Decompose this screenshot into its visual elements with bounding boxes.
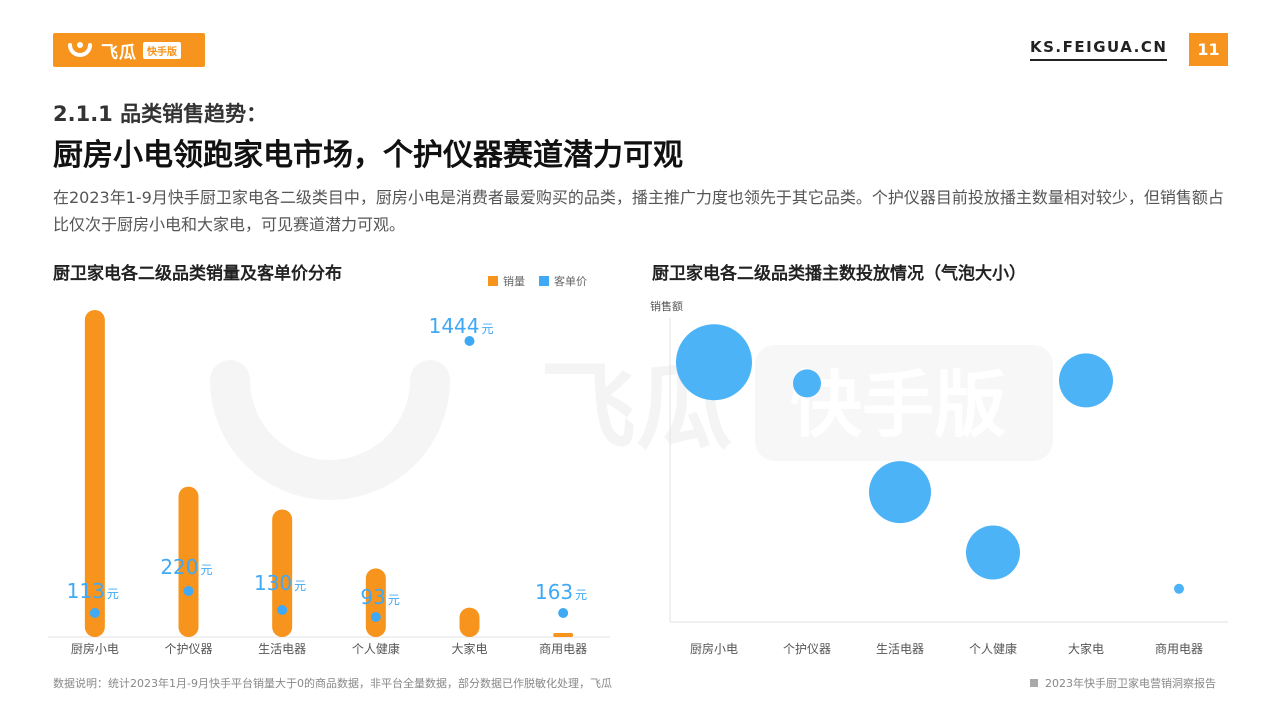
site-url[interactable]: KS.FEIGUA.CN <box>1030 38 1168 61</box>
bubble-2 <box>869 461 931 524</box>
page-number: 11 <box>1189 33 1228 66</box>
bar-chart-legend: 销量 客单价 <box>488 273 601 289</box>
bar-x-tick-3: 个人健康 <box>352 641 400 656</box>
bubble-x-tick-0: 厨房小电 <box>690 641 738 656</box>
bubble-y-axis-label: 销售额 <box>650 299 683 313</box>
bar-volume-3 <box>365 568 386 637</box>
bubble-x-tick-3: 个人健康 <box>969 641 1017 656</box>
bar-volume-4 <box>459 607 480 637</box>
bubble-3 <box>966 525 1020 580</box>
price-label-1: 220 <box>160 555 198 579</box>
description: 在2023年1-9月快手厨卫家电各二级类目中，厨房小电是消费者最爱购买的品类，播… <box>53 188 1224 234</box>
bubble-x-tick-1: 个护仪器 <box>783 642 831 656</box>
price-label-4: 1444 <box>429 314 480 338</box>
report-name: 2023年快手厨卫家电营销洞察报告 <box>1030 675 1216 691</box>
price-dot-2 <box>277 605 288 615</box>
price-label-0: 113 <box>67 579 105 603</box>
price-dot-5 <box>558 608 569 618</box>
bar-volume-1 <box>178 486 199 637</box>
price-dot-3 <box>370 612 381 622</box>
legend-item-volume: 销量 <box>488 273 525 289</box>
price-unit-1: 元 <box>201 563 213 577</box>
bar-x-tick-1: 个护仪器 <box>164 642 212 656</box>
page-title: 厨房小电领跑家电市场，个护仪器赛道潜力可观 <box>53 138 683 173</box>
bar-chart-title: 厨卫家电各二级品类销量及客单价分布 <box>53 264 342 284</box>
bar-x-tick-2: 生活电器 <box>258 642 306 656</box>
brand-logo[interactable]: 飞瓜 快手版 <box>53 33 205 67</box>
bubble-0 <box>676 324 752 401</box>
price-label-2: 130 <box>254 571 292 595</box>
price-unit-2: 元 <box>294 579 306 593</box>
bubble-1 <box>793 369 821 398</box>
footnote: 数据说明：统计2023年1月-9月快手平台销量大于0的商品数据，非平台全量数据，… <box>53 677 612 690</box>
bar-x-tick-0: 厨房小电 <box>71 641 119 656</box>
bubble-x-tick-2: 生活电器 <box>876 642 924 656</box>
legend-swatch-volume <box>488 276 498 286</box>
price-label-3: 93 <box>360 585 385 609</box>
bubble-chart-title: 厨卫家电各二级品类播主数投放情况（气泡大小） <box>652 264 1026 284</box>
legend-item-price: 客单价 <box>539 273 587 289</box>
price-dot-0 <box>89 608 100 618</box>
price-unit-5: 元 <box>575 588 587 602</box>
price-dot-4 <box>464 336 475 346</box>
logo-mark-icon <box>68 42 92 57</box>
bar-x-tick-4: 大家电 <box>451 641 487 656</box>
price-unit-0: 元 <box>107 587 119 601</box>
watermark-badge-text: 快手版 <box>790 363 1006 447</box>
logo-badge: 快手版 <box>143 41 181 59</box>
price-unit-4: 元 <box>482 322 494 336</box>
section-subtitle: 2.1.1 品类销售趋势： <box>53 102 268 126</box>
bubble-x-tick-5: 商用电器 <box>1155 641 1203 656</box>
bar-x-tick-5: 商用电器 <box>539 641 587 656</box>
logo-text: 飞瓜 <box>101 42 137 63</box>
bar-volume-5 <box>553 633 574 637</box>
report-square-icon <box>1030 679 1038 687</box>
legend-label-price: 客单价 <box>554 275 587 288</box>
bubble-x-tick-4: 大家电 <box>1068 641 1104 656</box>
bubble-4 <box>1059 353 1113 408</box>
bar-volume-0 <box>84 310 105 637</box>
price-dot-1 <box>183 586 194 596</box>
report-label: 2023年快手厨卫家电营销洞察报告 <box>1045 677 1216 690</box>
price-label-5: 163 <box>535 580 573 604</box>
bubble-5 <box>1174 583 1184 594</box>
legend-label-volume: 销量 <box>503 275 525 288</box>
price-unit-3: 元 <box>388 593 400 607</box>
bar-volume-2 <box>272 509 293 637</box>
legend-swatch-price <box>539 276 549 286</box>
